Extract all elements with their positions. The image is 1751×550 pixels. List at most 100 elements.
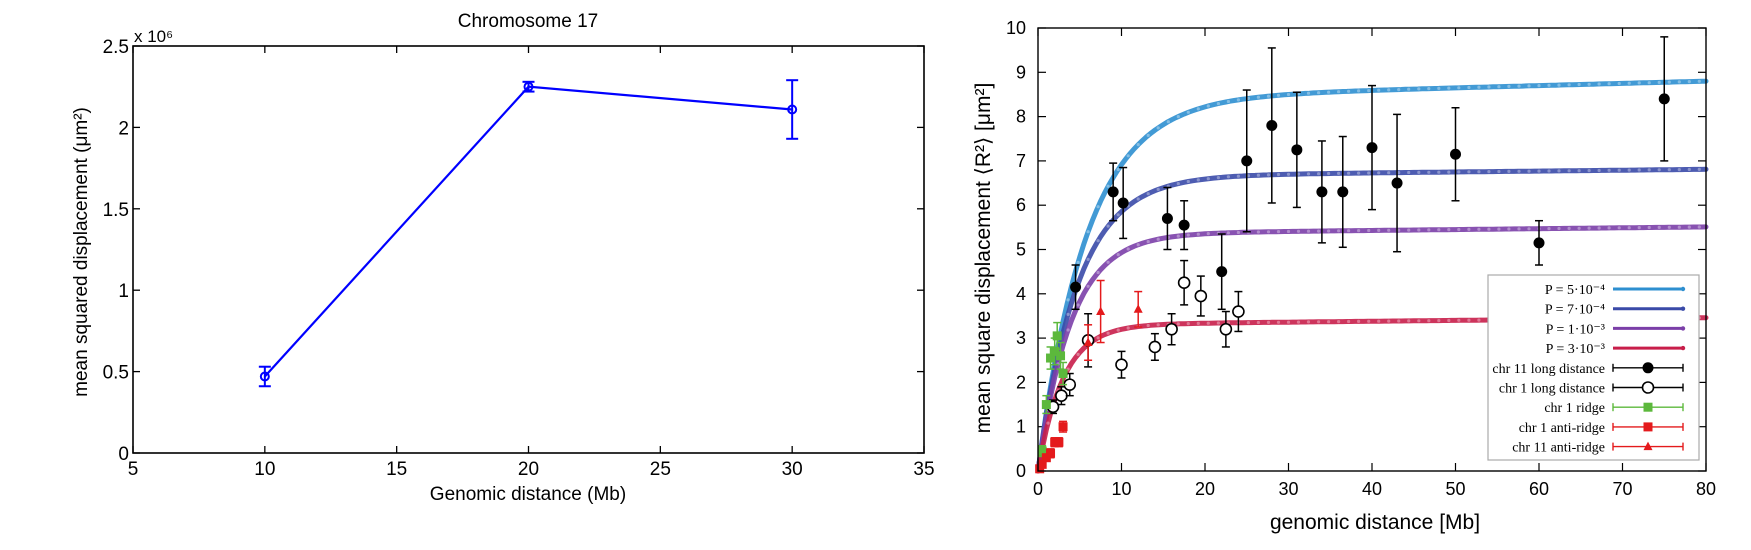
model-curve-dot (1176, 182, 1180, 186)
model-curve-dot (1317, 91, 1321, 95)
model-curve-dot (1196, 178, 1200, 182)
model-curve-dot (1397, 171, 1401, 175)
model-curve-dot (1317, 172, 1321, 176)
model-curve-dot (1627, 81, 1631, 85)
model-curve-dot (1347, 229, 1351, 233)
model-curve-dot (1607, 226, 1611, 230)
y-tick-label: 2.5 (103, 37, 129, 58)
model-curve-dot (1437, 319, 1441, 323)
model-curve-dot (1256, 320, 1260, 325)
model-curve-dot (1096, 336, 1100, 340)
model-curve-dot (1677, 80, 1681, 84)
data-point (1083, 337, 1093, 347)
model-curve-dot (1427, 319, 1431, 323)
legend-label: chr 1 anti-ridge (1519, 421, 1605, 436)
model-curve-dot (1176, 234, 1180, 238)
x-tick-label: 10 (254, 459, 275, 480)
y-tick-label: 1.5 (103, 200, 129, 221)
model-curve-dot (1507, 84, 1511, 88)
data-point (259, 371, 270, 382)
model-curve-dot (1537, 169, 1541, 173)
model-curve-dot (1246, 96, 1250, 100)
model-curve-dot (1407, 87, 1411, 91)
model-curve-dot (1327, 320, 1331, 324)
model-curve-dot (1276, 93, 1281, 97)
model-curve-dot (1617, 226, 1621, 230)
model-curve-dot (1156, 187, 1160, 191)
data-point (1133, 304, 1143, 313)
model-curve-dot (1527, 227, 1531, 231)
data-point (1219, 322, 1233, 336)
data-point (1056, 351, 1066, 361)
data-point (1194, 289, 1208, 303)
model-curve-dot (1587, 226, 1591, 230)
model-curve-dot (1487, 170, 1491, 174)
model-curve-dot (1377, 171, 1381, 175)
model-curve-dot (1357, 319, 1361, 323)
model-curve-dot (1276, 172, 1281, 177)
model-curve-dot (1206, 104, 1210, 108)
model-curve-dot (1397, 88, 1401, 92)
model-curve-dot (1417, 319, 1421, 323)
y-tick-label: 2 (1016, 372, 1026, 392)
model-curve-dot (1357, 229, 1361, 233)
model-curve-dot (1136, 197, 1140, 201)
data-point (1266, 119, 1278, 131)
model-curve-dot (1337, 320, 1341, 324)
right-plot-frame (1037, 27, 1707, 472)
model-curve-dot (1677, 225, 1681, 229)
model-curve-dot (1236, 230, 1240, 235)
model-curve-dot (1367, 228, 1371, 233)
model-curve-dot (1697, 167, 1701, 171)
model-curve-dot (1637, 168, 1641, 172)
x-tick-label: 40 (1362, 479, 1382, 499)
y-tick-label: 5 (1016, 240, 1026, 260)
model-curve-dot (1337, 90, 1341, 94)
data-point (1658, 93, 1670, 105)
data-point (1642, 362, 1654, 374)
data-point (1037, 459, 1047, 469)
model-curve-dot (1567, 169, 1571, 173)
model-curve-dot (1437, 86, 1441, 90)
model-curve-dot (1387, 228, 1391, 232)
model-curve-dot (1617, 168, 1621, 172)
model-curve-dot (1467, 318, 1471, 322)
model-curve-dot (1647, 225, 1651, 230)
model-curve-dot (1457, 86, 1461, 90)
model-curve-dot (1497, 85, 1501, 89)
model-curve-dot (1647, 168, 1651, 172)
model-curve-dot (1477, 227, 1481, 231)
model-curve-dot (1337, 229, 1341, 233)
model-curve-dot (1226, 99, 1230, 104)
data-point (1291, 144, 1303, 156)
legend-label: P = 3·10⁻³ (1546, 342, 1605, 357)
model-curve-dot (1587, 82, 1591, 86)
model-curve-dot (1256, 95, 1260, 99)
model-curve-dot (1477, 170, 1481, 174)
data-point (1107, 186, 1119, 198)
data-point (1046, 448, 1056, 458)
model-curve-dot (1216, 102, 1220, 106)
model-curve-dot (1076, 260, 1080, 264)
model-curve-dot (1196, 107, 1200, 111)
model-curve-dot (1597, 168, 1601, 173)
data-point (1050, 346, 1060, 356)
y-tick-label: 8 (1016, 107, 1026, 127)
model-curve-dot (1096, 205, 1100, 209)
data-point (1533, 237, 1545, 249)
model-curve-dot (1497, 227, 1501, 231)
x-tick-label: 15 (386, 459, 407, 480)
data-point (1241, 155, 1253, 167)
x-tick-label: 35 (913, 459, 934, 480)
model-curve-dot (1577, 82, 1581, 87)
left-chart-title: Chromosome 17 (458, 11, 598, 32)
model-curve-dot (1537, 84, 1541, 88)
x-tick-label: 30 (782, 459, 803, 480)
model-curve-dot (1547, 227, 1551, 231)
model-curve-dot (1327, 229, 1331, 233)
model-curve-dot (1186, 179, 1190, 184)
model-curve-dot (1066, 312, 1070, 316)
model-curve-dot (1146, 192, 1150, 196)
model-curve-dot (1577, 226, 1581, 230)
data-point (787, 104, 798, 115)
